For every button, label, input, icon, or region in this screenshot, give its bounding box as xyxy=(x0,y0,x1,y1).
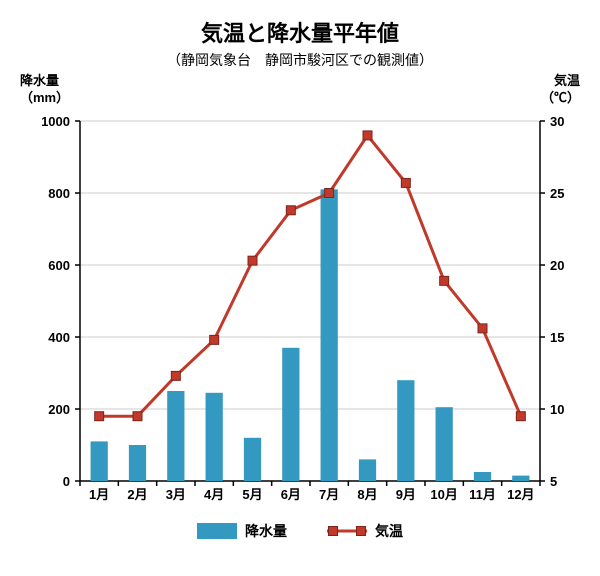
bar xyxy=(129,445,146,481)
bar xyxy=(282,348,299,481)
svg-text:10月: 10月 xyxy=(430,487,457,502)
svg-text:400: 400 xyxy=(48,330,70,345)
bar xyxy=(397,380,414,481)
temperature-marker xyxy=(440,276,449,285)
bar xyxy=(206,393,223,481)
legend: 降水量 気温 xyxy=(0,521,600,541)
svg-text:10: 10 xyxy=(550,402,564,417)
temperature-marker xyxy=(516,412,525,421)
svg-text:25: 25 xyxy=(550,186,564,201)
svg-text:1月: 1月 xyxy=(89,487,109,502)
temperature-marker xyxy=(248,256,257,265)
svg-text:20: 20 xyxy=(550,258,564,273)
bar xyxy=(91,441,108,481)
svg-text:3月: 3月 xyxy=(166,487,186,502)
svg-text:600: 600 xyxy=(48,258,70,273)
svg-text:8月: 8月 xyxy=(357,487,377,502)
svg-text:11月: 11月 xyxy=(469,487,496,502)
svg-text:0: 0 xyxy=(63,474,70,489)
legend-line-label: 気温 xyxy=(375,521,403,541)
temperature-line xyxy=(99,135,521,416)
temperature-marker xyxy=(286,206,295,215)
svg-text:800: 800 xyxy=(48,186,70,201)
temperature-marker xyxy=(133,412,142,421)
svg-text:5: 5 xyxy=(550,474,557,489)
temperature-marker xyxy=(401,178,410,187)
legend-bar-label: 降水量 xyxy=(245,521,287,541)
bar xyxy=(512,476,529,481)
legend-item-temperature: 気温 xyxy=(327,521,403,541)
svg-text:30: 30 xyxy=(550,114,564,129)
temperature-marker xyxy=(210,335,219,344)
svg-text:15: 15 xyxy=(550,330,564,345)
bar xyxy=(321,189,338,481)
temperature-marker xyxy=(95,412,104,421)
temperature-marker xyxy=(325,189,334,198)
svg-text:6月: 6月 xyxy=(281,487,301,502)
svg-text:1000: 1000 xyxy=(41,114,70,129)
chart-plot-area: 0 200 400 600 800 1000 5 10 15 20 25 30 1月 2月 3月 4月 5月 6月… xyxy=(0,16,600,511)
svg-text:7月: 7月 xyxy=(319,487,339,502)
bar xyxy=(359,459,376,481)
temperature-marker xyxy=(363,131,372,140)
svg-text:5月: 5月 xyxy=(242,487,262,502)
svg-text:9月: 9月 xyxy=(396,487,416,502)
bar xyxy=(244,438,261,481)
legend-item-precipitation: 降水量 xyxy=(197,521,287,541)
temperature-marker xyxy=(478,324,487,333)
bar xyxy=(474,472,491,481)
svg-text:12月: 12月 xyxy=(507,487,534,502)
temperature-marker xyxy=(171,371,180,380)
svg-text:200: 200 xyxy=(48,402,70,417)
bar xyxy=(436,407,453,481)
svg-text:2月: 2月 xyxy=(127,487,147,502)
bar xyxy=(167,391,184,481)
svg-text:4月: 4月 xyxy=(204,487,224,502)
